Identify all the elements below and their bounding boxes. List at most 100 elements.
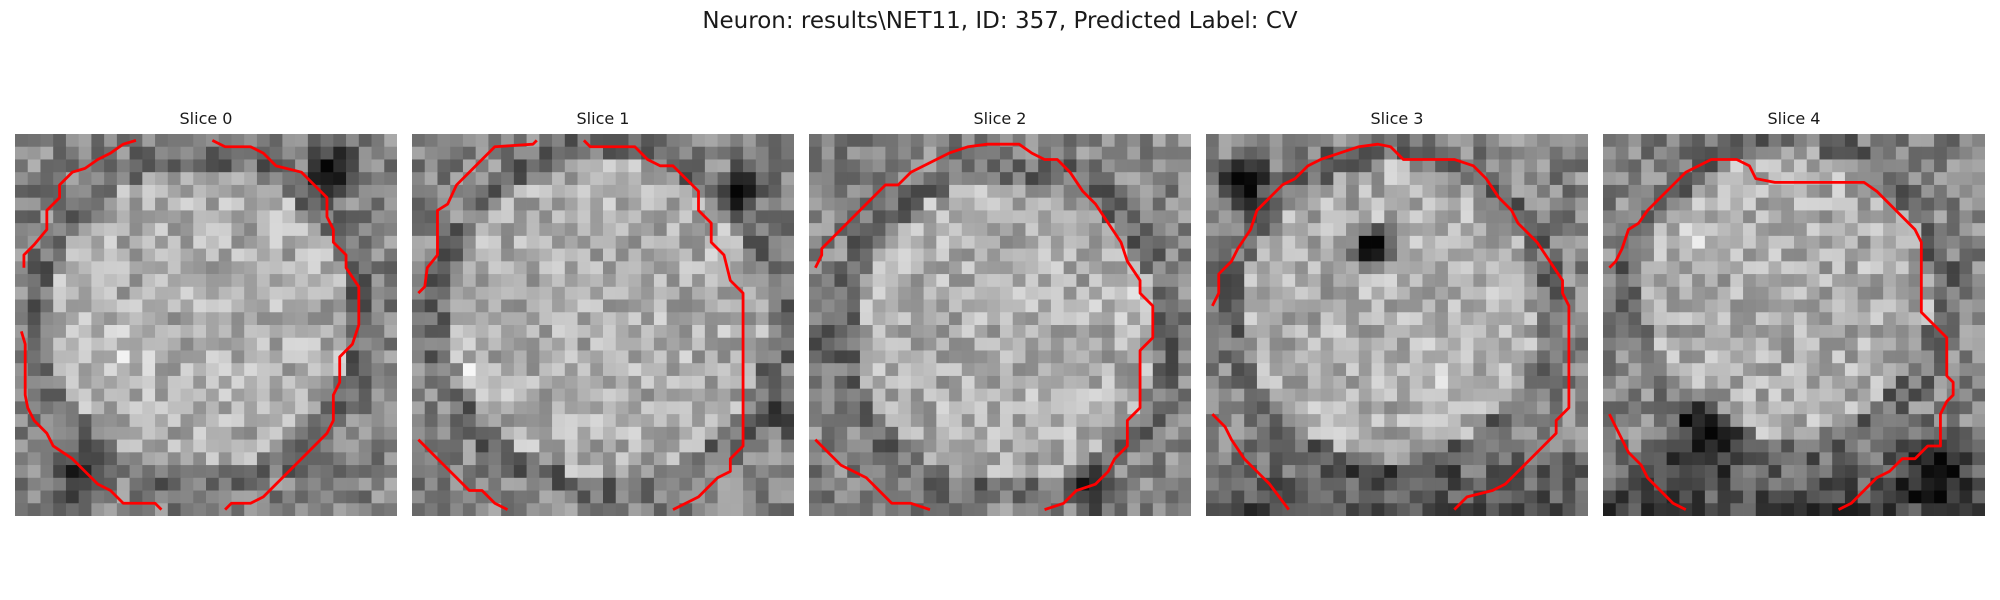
image-pixel bbox=[256, 223, 271, 237]
image-pixel bbox=[1806, 210, 1820, 224]
image-pixel bbox=[1641, 325, 1655, 339]
image-pixel bbox=[1447, 312, 1462, 326]
image-pixel bbox=[27, 477, 41, 491]
image-pixel bbox=[628, 401, 642, 415]
image-pixel bbox=[755, 312, 769, 326]
image-pixel bbox=[15, 134, 29, 148]
image-pixel bbox=[1076, 312, 1090, 326]
image-pixel bbox=[1934, 235, 1948, 249]
image-pixel bbox=[653, 363, 668, 377]
image-pixel bbox=[1269, 452, 1283, 466]
image-pixel bbox=[1333, 286, 1347, 300]
image-pixel bbox=[1358, 248, 1372, 262]
image-pixel bbox=[65, 274, 80, 288]
image-pixel bbox=[821, 375, 835, 390]
image-pixel bbox=[462, 210, 477, 224]
image-pixel bbox=[564, 439, 578, 453]
image-pixel bbox=[615, 274, 629, 288]
image-pixel bbox=[1089, 299, 1103, 313]
image-pixel bbox=[564, 274, 578, 288]
image-pixel bbox=[1628, 134, 1642, 148]
image-pixel bbox=[142, 210, 156, 224]
contour-line bbox=[417, 438, 509, 511]
image-pixel bbox=[1794, 503, 1808, 516]
image-pixel bbox=[755, 172, 769, 186]
image-pixel bbox=[244, 261, 258, 275]
image-pixel bbox=[821, 274, 835, 288]
image-pixel bbox=[501, 235, 515, 249]
image-pixel bbox=[1857, 223, 1871, 237]
image-pixel bbox=[1768, 350, 1782, 364]
image-pixel bbox=[307, 134, 321, 148]
image-pixel bbox=[1447, 337, 1462, 351]
image-pixel bbox=[987, 184, 1001, 199]
image-pixel bbox=[1781, 503, 1795, 516]
image-pixel bbox=[1152, 388, 1166, 402]
image-pixel bbox=[666, 235, 680, 249]
image-pixel bbox=[1295, 375, 1309, 390]
image-pixel bbox=[730, 375, 744, 390]
image-pixel bbox=[206, 312, 220, 326]
image-pixel bbox=[1615, 197, 1629, 211]
image-pixel bbox=[1050, 235, 1065, 249]
image-pixel bbox=[1768, 375, 1782, 390]
image-pixel bbox=[577, 426, 591, 440]
image-pixel bbox=[307, 363, 321, 377]
image-pixel bbox=[949, 248, 963, 262]
image-pixel bbox=[104, 172, 118, 186]
image-pixel bbox=[1165, 299, 1179, 313]
image-pixel bbox=[1231, 210, 1245, 224]
image-pixel bbox=[1206, 274, 1220, 288]
image-pixel bbox=[577, 439, 591, 453]
image-pixel bbox=[1946, 439, 1960, 453]
image-pixel bbox=[1089, 134, 1103, 148]
image-pixel bbox=[1256, 134, 1271, 148]
image-pixel bbox=[1870, 248, 1884, 262]
image-pixel bbox=[1486, 235, 1500, 249]
image-pixel bbox=[116, 197, 130, 211]
image-pixel bbox=[1562, 248, 1576, 262]
image-pixel bbox=[1218, 452, 1232, 466]
image-pixel bbox=[1615, 299, 1629, 313]
image-pixel bbox=[412, 414, 426, 428]
image-pixel bbox=[603, 159, 617, 173]
image-pixel bbox=[1883, 184, 1897, 199]
image-pixel bbox=[1000, 261, 1014, 275]
image-pixel bbox=[1295, 172, 1309, 186]
image-pixel bbox=[1603, 375, 1617, 390]
image-pixel bbox=[1206, 401, 1220, 415]
image-pixel bbox=[91, 414, 105, 428]
image-pixel bbox=[65, 210, 80, 224]
image-pixel bbox=[1615, 490, 1629, 504]
image-pixel bbox=[1641, 375, 1655, 390]
image-pixel bbox=[1447, 363, 1462, 377]
image-pixel bbox=[116, 312, 130, 326]
image-pixel bbox=[730, 325, 744, 339]
image-pixel bbox=[781, 197, 794, 211]
image-pixel bbox=[577, 490, 591, 504]
image-pixel bbox=[910, 146, 924, 160]
image-pixel bbox=[923, 197, 937, 211]
image-pixel bbox=[692, 388, 706, 402]
image-pixel bbox=[1231, 146, 1245, 160]
image-pixel bbox=[1140, 159, 1154, 173]
image-pixel bbox=[1206, 146, 1220, 160]
image-pixel bbox=[898, 197, 912, 211]
image-pixel bbox=[1473, 146, 1487, 160]
image-pixel bbox=[1934, 286, 1948, 300]
image-pixel bbox=[231, 159, 245, 173]
image-pixel bbox=[1320, 401, 1334, 415]
image-pixel bbox=[885, 414, 899, 428]
image-pixel bbox=[526, 337, 540, 351]
image-pixel bbox=[910, 312, 924, 326]
image-pixel bbox=[78, 235, 92, 249]
image-pixel bbox=[244, 452, 258, 466]
image-pixel bbox=[1473, 184, 1487, 199]
image-pixel bbox=[1717, 477, 1731, 491]
image-pixel bbox=[1422, 210, 1436, 224]
image-pixel bbox=[539, 197, 553, 211]
image-pixel bbox=[462, 452, 477, 466]
image-pixel bbox=[1704, 286, 1718, 300]
image-pixel bbox=[1422, 426, 1436, 440]
image-pixel bbox=[1692, 375, 1706, 390]
